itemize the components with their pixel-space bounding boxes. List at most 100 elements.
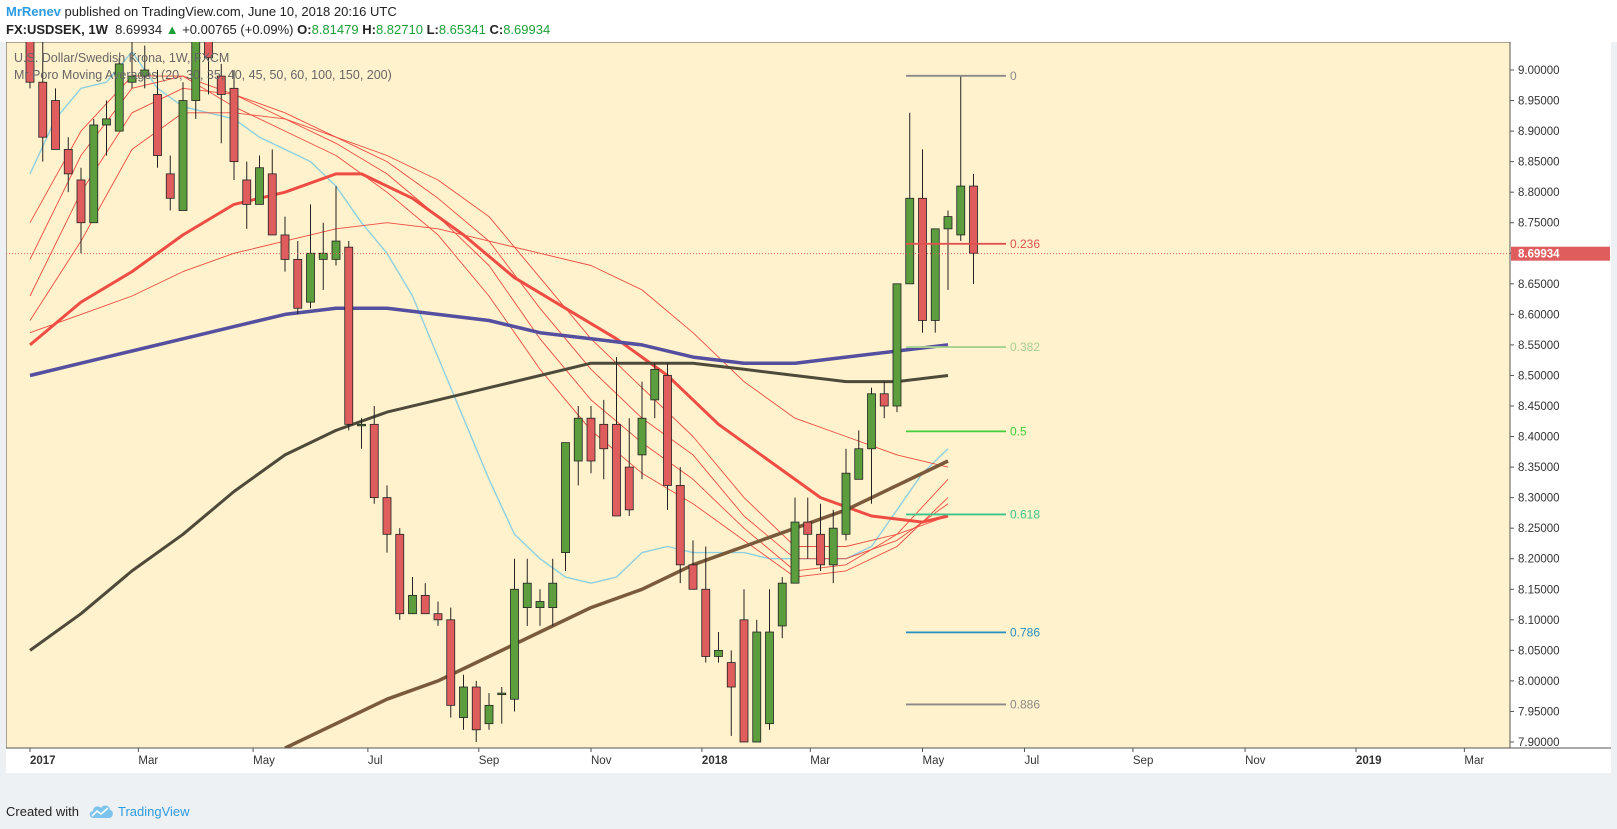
price-tick-label: 8.25000	[1518, 523, 1560, 535]
candle-down	[612, 423, 621, 517]
candle-up	[956, 185, 966, 236]
time-axis	[6, 748, 1611, 773]
candle-up	[714, 649, 723, 657]
fib-level-label: 0.5	[1010, 424, 1027, 438]
candle-down	[76, 179, 86, 224]
time-tick-label: Sep	[479, 755, 499, 767]
candle-down	[280, 234, 290, 260]
candle-up	[484, 704, 494, 725]
publish-line: MrRenev published on TradingView.com, Ju…	[6, 4, 397, 19]
ma-line-ma100	[29, 306, 949, 378]
candle-up	[777, 582, 787, 627]
candle-down	[739, 619, 749, 743]
price-tick-label: 8.65000	[1518, 279, 1560, 291]
close-label: C:	[489, 22, 504, 37]
low-label: L:	[426, 22, 439, 37]
candle-down	[726, 662, 736, 688]
candle-down	[25, 42, 35, 83]
candle-down	[918, 197, 927, 321]
candle-up	[497, 692, 507, 696]
candle-down	[586, 417, 596, 462]
candle-down	[344, 246, 354, 425]
ma-line-ma200	[284, 459, 949, 748]
price-axis	[1510, 42, 1611, 748]
time-tick-label: May	[923, 755, 945, 767]
created-with-text: Created with	[6, 804, 79, 819]
candle-up	[828, 527, 838, 566]
candle-down	[624, 466, 634, 511]
candle-down	[216, 75, 226, 95]
candle-up	[854, 448, 864, 480]
price-tick-label: 8.35000	[1518, 462, 1560, 474]
legend-indicator: Mr Poro Moving Averages (20, 30, 35, 40,…	[14, 68, 392, 82]
price-chart[interactable]: 0 0.236 0.382 0.5 0.618 0.786 0.886 U.S. Dollar…	[6, 42, 1611, 773]
candle-up	[548, 582, 558, 608]
time-tick-label: Jul	[1025, 755, 1040, 767]
price-tick-label: 8.75000	[1518, 218, 1560, 230]
candle-down	[293, 258, 303, 309]
close-value: 8.69934	[503, 22, 551, 37]
last-price: 8.69934	[115, 22, 163, 37]
candle-up	[140, 69, 150, 77]
time-tick-label: 2018	[702, 755, 728, 767]
price-tick-label: 8.55000	[1518, 340, 1560, 352]
time-tick-label: May	[253, 755, 275, 767]
candle-up	[637, 417, 647, 456]
time-tick-label: 2019	[1356, 755, 1382, 767]
price-tick-label: 7.95000	[1518, 706, 1560, 718]
candle-up	[357, 423, 366, 427]
candle-down	[969, 185, 978, 254]
open-label: O:	[297, 22, 312, 37]
fib-level-label: 0	[1010, 69, 1017, 83]
candle-down	[204, 42, 213, 59]
price-tick-label: 8.30000	[1518, 493, 1560, 505]
candle-down	[816, 533, 825, 566]
open-value: 8.81479	[311, 22, 359, 37]
candle-down	[420, 594, 430, 615]
candle-down	[51, 100, 60, 150]
candle-up	[943, 216, 953, 230]
published-text: published on TradingView.com, June 10, 2…	[64, 4, 397, 19]
chart-container[interactable]: 0 0.236 0.382 0.5 0.618 0.786 0.886 U.S. Dollar…	[6, 42, 1611, 773]
candle-up	[459, 686, 468, 718]
tradingview-brand-link[interactable]: TradingView	[118, 804, 190, 819]
candle-up	[892, 283, 902, 407]
price-tick-label: 8.90000	[1518, 126, 1560, 138]
low-value: 8.65341	[438, 22, 486, 37]
time-tick-label: 2017	[30, 755, 56, 767]
candle-up	[510, 588, 519, 700]
candle-down	[675, 485, 685, 566]
price-tick-label: 8.80000	[1518, 187, 1560, 199]
time-tick-label: Mar	[1464, 755, 1484, 767]
price-tick-label: 8.40000	[1518, 432, 1560, 444]
candle-down	[395, 533, 405, 615]
price-tick-label: 8.95000	[1518, 96, 1560, 108]
candle-down	[701, 588, 711, 657]
candle-down	[879, 393, 889, 407]
candle-down	[433, 613, 443, 621]
fib-level-label: 0.886	[1010, 697, 1040, 711]
candle-down	[369, 423, 379, 499]
ma-line-ma150	[29, 361, 949, 652]
time-tick-label: Jul	[368, 755, 383, 767]
time-tick-label: Sep	[1133, 755, 1153, 767]
candle-up	[841, 472, 851, 535]
high-label: H:	[362, 22, 376, 37]
legend-instrument: U.S. Dollar/Swedish Krona, 1W, FXCM	[14, 51, 229, 65]
quote-line: FX:USDSEK, 1W 8.69934 ▲ +0.00765 (+0.09%…	[6, 22, 550, 37]
candle-up	[765, 631, 774, 725]
candle-up	[255, 167, 264, 205]
author-link[interactable]: MrRenev	[6, 4, 61, 19]
candle-down	[63, 149, 73, 175]
candle-up	[102, 118, 111, 126]
candle-up	[306, 252, 315, 303]
price-tick-label: 8.00000	[1518, 676, 1560, 688]
ma-line-ma60	[29, 222, 949, 468]
tradingview-cloud-icon	[89, 805, 113, 818]
candle-down	[803, 521, 813, 535]
candle-down	[153, 94, 162, 156]
price-tick-label: 8.85000	[1518, 157, 1560, 169]
plot-layer: 0 0.236 0.382 0.5 0.618 0.786 0.886 U.S. Dollar…	[6, 42, 1510, 748]
candle-down	[229, 87, 239, 163]
candle-up	[89, 124, 99, 224]
